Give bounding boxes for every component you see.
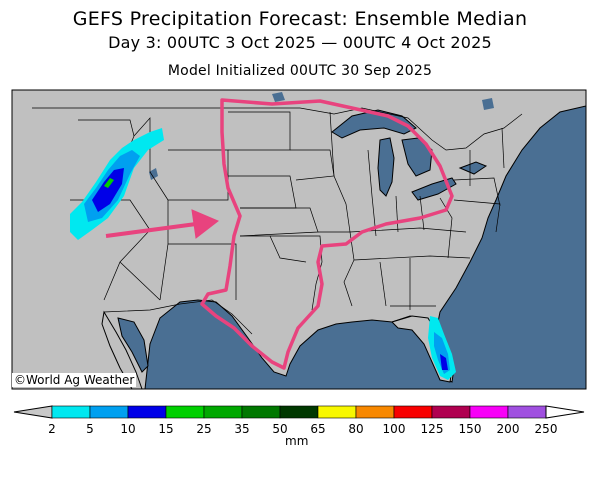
forecast-period: Day 3: 00UTC 3 Oct 2025 — 00UTC 4 Oct 20…	[108, 33, 492, 52]
model-initialized: Model Initialized 00UTC 30 Sep 2025	[167, 63, 433, 79]
colorbar-swatch	[279, 405, 319, 419]
colorbar-tick-label: 150	[459, 422, 482, 436]
lake-michigan	[377, 137, 395, 197]
colorbar-tick-label: 100	[383, 422, 406, 436]
lake-ontario	[458, 161, 488, 175]
colorbar-tick-label: 250	[535, 422, 558, 436]
great-salt-lake	[149, 168, 158, 180]
colorbar-tick-label: 65	[310, 422, 325, 436]
credit-label: ©World Ag Weather	[12, 373, 137, 387]
colorbar-tick-label: 35	[234, 422, 249, 436]
colorbar-swatch	[469, 405, 509, 419]
colorbar-tick-label: 125	[421, 422, 444, 436]
lake-superior	[331, 109, 417, 139]
colorbar-tick-label: 25	[196, 422, 211, 436]
colorbar-tick-label: 200	[497, 422, 520, 436]
colorbar-tick-label: 80	[348, 422, 363, 436]
colorbar-tick-label: 15	[158, 422, 173, 436]
colorbar-swatch	[165, 405, 205, 419]
colorbar-swatch	[89, 405, 129, 419]
precip-west	[70, 128, 164, 240]
gulf-of-california	[117, 317, 149, 373]
baja-peninsula	[101, 310, 143, 389]
colorbar-tick-label: 5	[86, 422, 94, 436]
colorbar-swatch	[431, 405, 471, 419]
colorbar-tick-label: 50	[272, 422, 287, 436]
precip-florida	[428, 316, 456, 380]
colorbar-swatch	[507, 405, 547, 419]
colorbar-under-arrow	[13, 405, 53, 419]
focus-region-outline	[200, 98, 454, 370]
map-frame	[11, 89, 587, 390]
colorbar-over-arrow	[545, 405, 585, 419]
canadian-lake	[482, 98, 494, 110]
colorbar-swatch	[393, 405, 433, 419]
colorbar-units: mm	[285, 434, 309, 448]
map-title: GEFS Precipitation Forecast: Ensemble Me…	[72, 8, 528, 30]
colorbar-swatch	[355, 405, 395, 419]
colorbar-swatch	[317, 405, 357, 419]
pink-arrow	[105, 209, 219, 239]
colorbar-swatch	[51, 405, 91, 419]
colorbar-tick-label: 10	[120, 422, 135, 436]
canadian-lake	[272, 92, 285, 102]
lake-erie	[411, 177, 457, 201]
colorbar-swatch	[203, 405, 243, 419]
colorbar-swatch	[127, 405, 167, 419]
colorbar-tick-label: 2	[48, 422, 56, 436]
colorbar-swatch	[241, 405, 281, 419]
boundaries	[32, 107, 523, 335]
